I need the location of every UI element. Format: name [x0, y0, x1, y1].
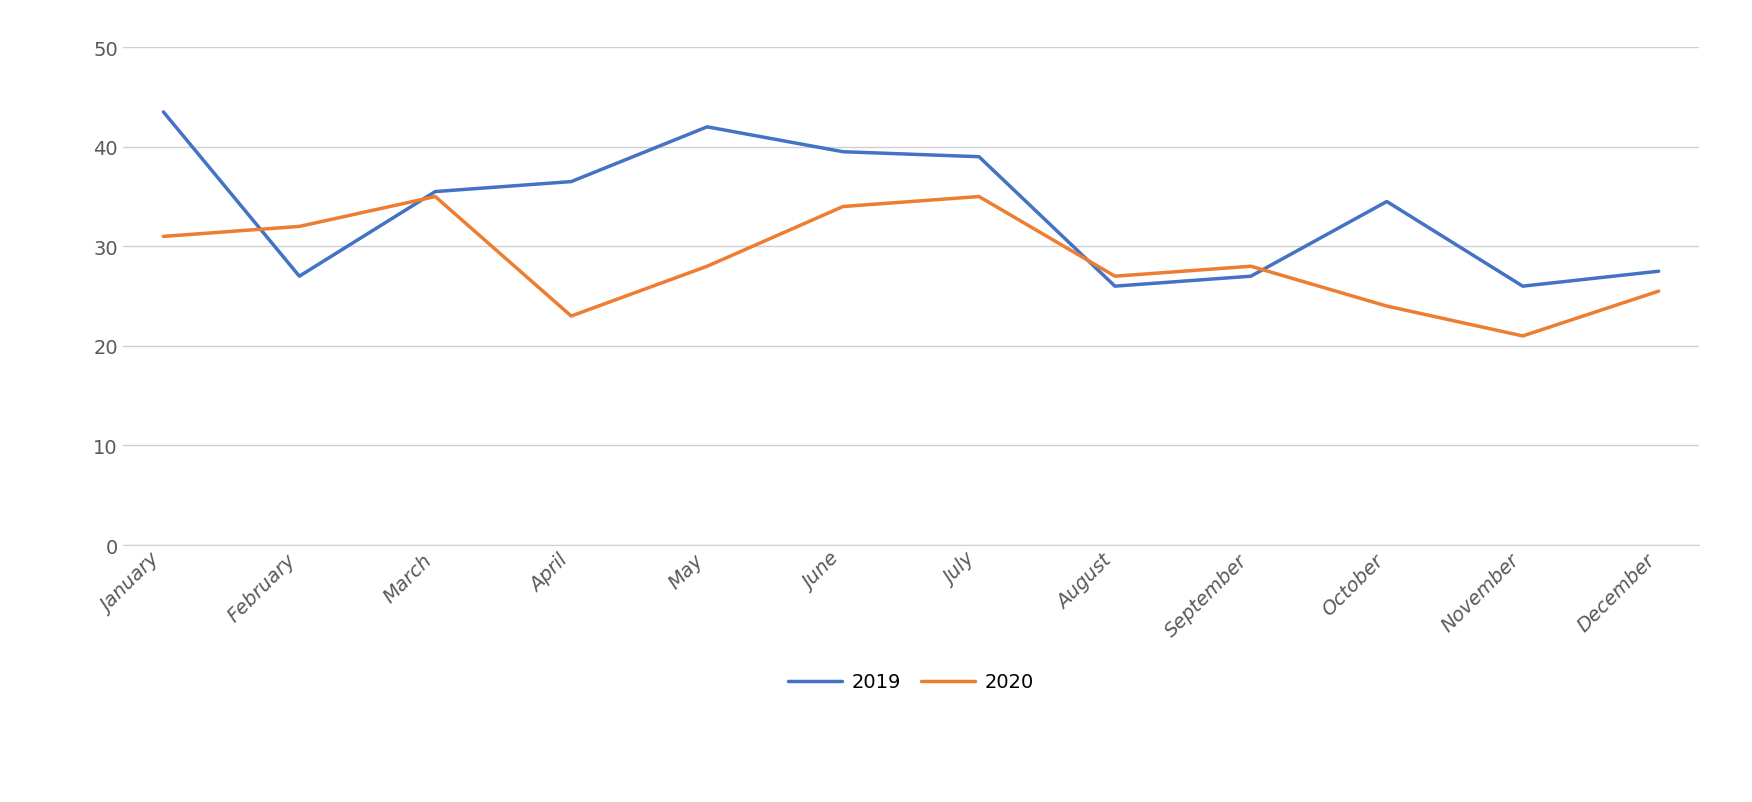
- 2019: [1240, 272, 1261, 282]
- 2019: [1649, 267, 1670, 277]
- 2020: [424, 192, 445, 202]
- 2020: [152, 233, 173, 242]
- 2019: [1512, 282, 1533, 292]
- 2019: [1377, 197, 1398, 207]
- Line: 2019: 2019: [163, 113, 1659, 287]
- 2019: [969, 152, 990, 162]
- Line: 2020: 2020: [163, 197, 1659, 337]
- 2019: [832, 148, 853, 157]
- 2020: [969, 192, 990, 202]
- 2020: [561, 312, 582, 322]
- 2020: [1377, 302, 1398, 311]
- 2020: [1240, 262, 1261, 272]
- 2019: [289, 272, 310, 282]
- 2020: [1512, 332, 1533, 342]
- 2019: [697, 123, 718, 132]
- 2019: [561, 177, 582, 187]
- 2019: [1104, 282, 1125, 292]
- 2020: [1649, 287, 1670, 297]
- 2020: [697, 262, 718, 272]
- 2019: [424, 188, 445, 197]
- 2020: [832, 202, 853, 212]
- Legend: 2019, 2020: 2019, 2020: [780, 665, 1042, 699]
- 2019: [152, 108, 173, 118]
- 2020: [1104, 272, 1125, 282]
- 2020: [289, 222, 310, 232]
